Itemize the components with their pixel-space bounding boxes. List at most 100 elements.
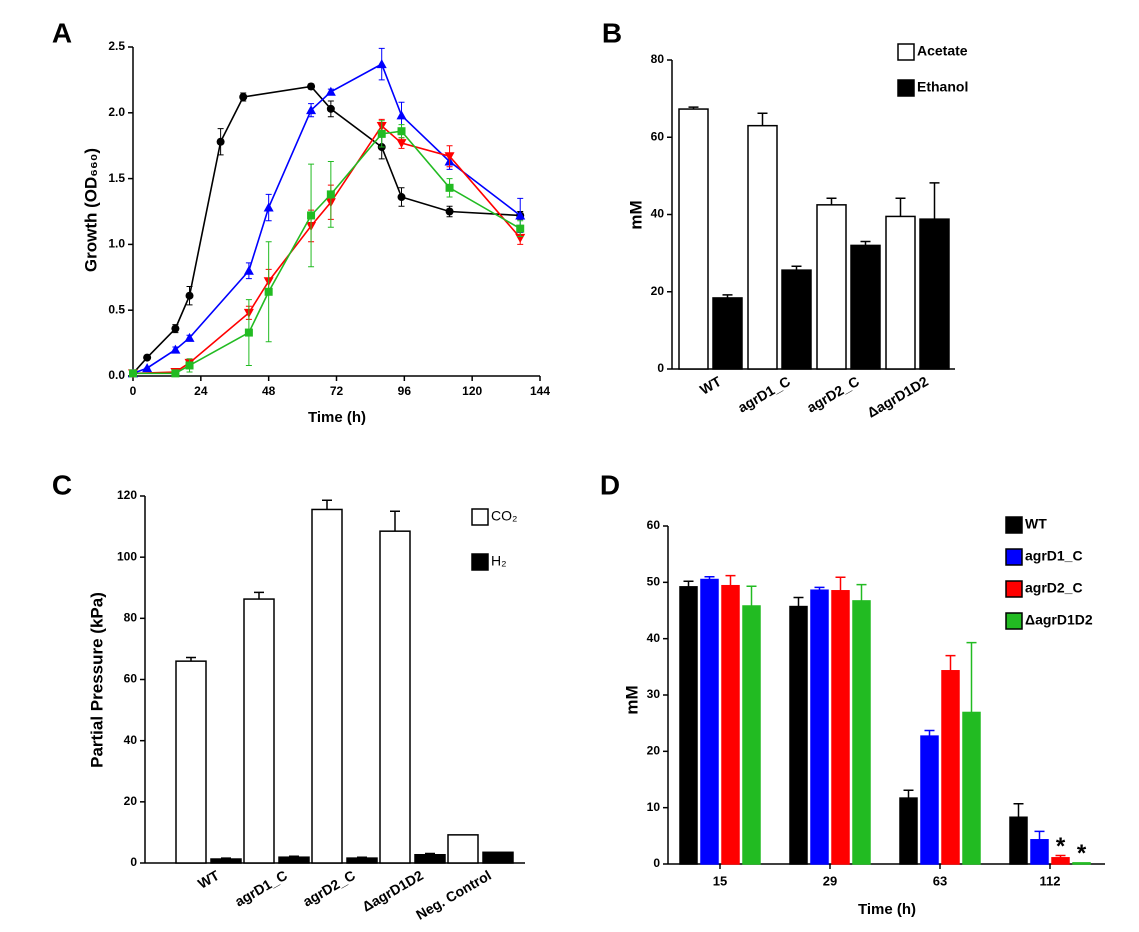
y-axis-label: Growth (OD₆₆₀) — [81, 148, 100, 272]
error-bar — [945, 654, 956, 671]
y-tick-label: 60 — [651, 129, 665, 143]
y-tick-label: 20 — [647, 744, 661, 758]
error-bar — [924, 729, 935, 737]
marker — [397, 127, 406, 136]
x-axis-label: Time (h) — [858, 901, 916, 918]
bar — [920, 735, 939, 865]
bar — [712, 297, 743, 370]
panel-label: C — [52, 469, 72, 500]
panel-label: D — [600, 469, 620, 500]
x-tick-label: 72 — [330, 384, 344, 398]
bar — [346, 857, 378, 864]
marker — [244, 328, 253, 337]
x-tick-label: WT — [195, 867, 222, 892]
bar — [781, 269, 812, 370]
y-axis-label: mM — [626, 200, 645, 229]
y-tick-label: 10 — [647, 800, 661, 814]
marker — [376, 59, 387, 69]
marker — [396, 110, 407, 120]
marker — [129, 369, 137, 378]
bar — [278, 856, 310, 864]
x-tick-label: agrD2_C — [804, 373, 862, 416]
y-tick-label: 40 — [651, 207, 665, 221]
legend-label: agrD2_C — [1025, 580, 1083, 596]
bar — [899, 797, 918, 865]
legend-label: H₂ — [491, 553, 507, 569]
error-bar — [895, 197, 906, 217]
bar — [1009, 816, 1028, 865]
annotation: * — [1056, 833, 1066, 860]
marker — [516, 224, 525, 233]
error-bar — [903, 789, 914, 799]
bar — [941, 670, 960, 865]
y-tick-label: 0.5 — [108, 302, 125, 316]
bar — [447, 834, 479, 864]
y-tick-label: 60 — [647, 518, 661, 532]
error-bar — [390, 510, 400, 532]
marker — [143, 353, 152, 362]
x-tick-label: 24 — [194, 384, 208, 398]
y-tick-label: 0 — [653, 856, 660, 870]
error-bar — [1013, 802, 1024, 818]
bar — [379, 530, 411, 864]
y-tick-label: 20 — [124, 794, 138, 808]
y-tick-label: 120 — [117, 488, 137, 502]
bar — [678, 108, 709, 370]
bar — [816, 204, 847, 370]
x-tick-label: WT — [697, 373, 724, 398]
x-tick-label: 120 — [462, 384, 482, 398]
y-tick-label: 30 — [647, 687, 661, 701]
legend-label: Acetate — [917, 43, 968, 59]
marker — [171, 324, 180, 333]
y-tick-label: 0 — [657, 361, 664, 375]
x-tick-label: agrD2_C — [300, 867, 358, 910]
bar — [210, 858, 242, 864]
panel-label: B — [602, 17, 622, 48]
legend-swatch — [1005, 516, 1023, 534]
marker — [243, 265, 254, 275]
error-bar — [826, 197, 837, 205]
error-bar — [835, 576, 846, 591]
legend-label: Ethanol — [917, 79, 968, 95]
marker — [216, 137, 225, 146]
error-bar — [746, 585, 757, 606]
x-tick-label: 63 — [933, 873, 947, 888]
marker — [397, 193, 406, 202]
legend-swatch — [897, 79, 915, 97]
legend-swatch — [897, 43, 915, 61]
bar — [243, 598, 275, 864]
y-tick-label: 40 — [647, 631, 661, 645]
x-tick-label: 96 — [398, 384, 412, 398]
x-axis-label: Time (h) — [308, 409, 366, 426]
bar — [679, 586, 698, 865]
bar — [852, 600, 871, 865]
error-bar — [966, 641, 977, 713]
error-bar — [929, 182, 940, 220]
y-axis-label: Partial Pressure (kPa) — [87, 592, 106, 768]
legend-swatch — [1005, 580, 1023, 598]
bar — [311, 508, 343, 864]
error-bar — [322, 499, 332, 510]
bar — [831, 590, 850, 865]
bar — [721, 584, 740, 865]
error-bar — [856, 583, 867, 601]
error-bar — [757, 112, 768, 126]
bar — [789, 605, 808, 865]
marker — [325, 86, 336, 96]
bar — [850, 244, 881, 370]
marker — [444, 152, 455, 162]
marker — [445, 207, 454, 216]
legend-swatch — [1005, 612, 1023, 630]
x-tick-label: 48 — [262, 384, 276, 398]
legend-swatch — [471, 508, 489, 526]
marker — [184, 332, 195, 342]
y-tick-label: 20 — [651, 284, 665, 298]
legend-label: agrD1_C — [1025, 548, 1083, 564]
y-tick-label: 2.0 — [108, 105, 125, 119]
y-tick-label: 50 — [647, 575, 661, 589]
series-line — [132, 85, 521, 374]
y-tick-label: 1.5 — [108, 171, 125, 185]
x-tick-label: 15 — [713, 873, 727, 888]
x-tick-label: agrD1_C — [232, 867, 290, 910]
bar — [700, 578, 719, 865]
